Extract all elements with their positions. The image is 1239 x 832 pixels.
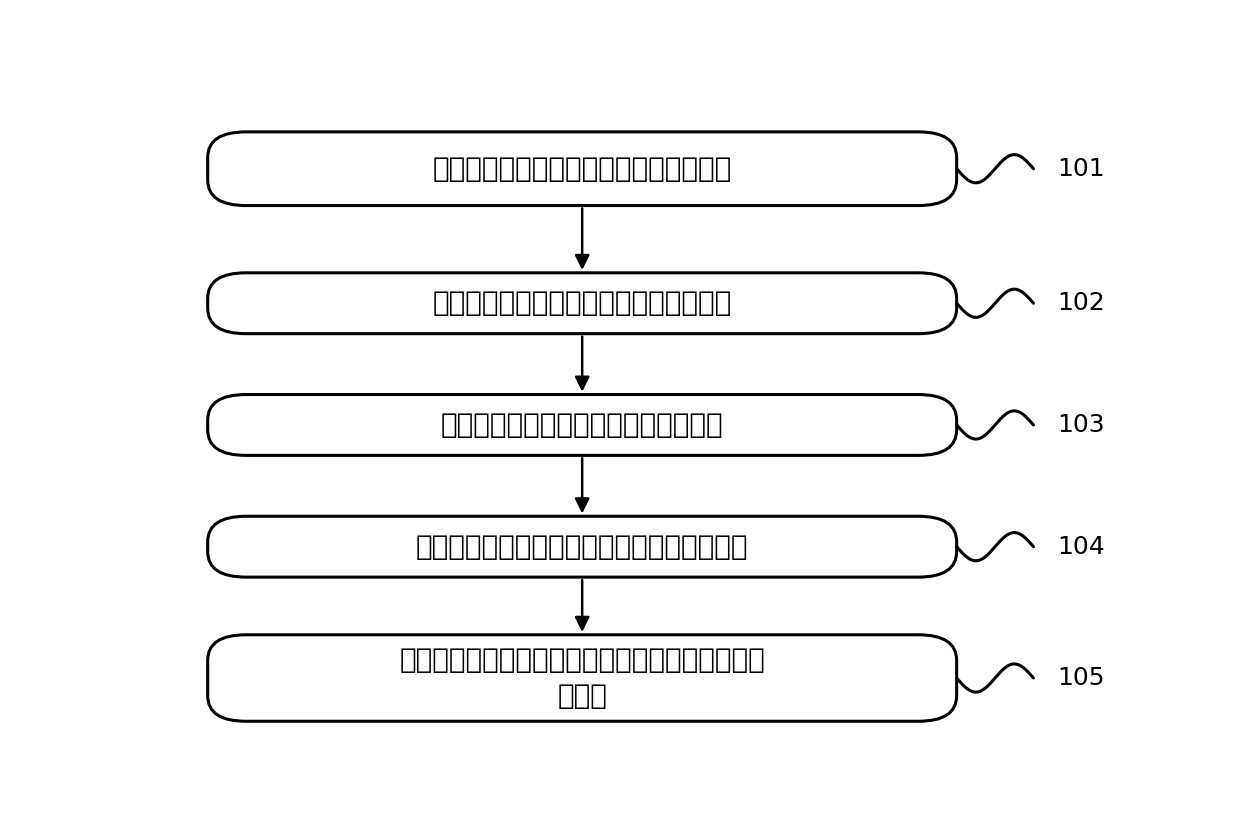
Text: 105: 105 (1058, 666, 1105, 690)
Text: 通过所述第一标记和所述第二标记确定对位点: 通过所述第一标记和所述第二标记确定对位点 (416, 532, 748, 561)
Text: 101: 101 (1058, 156, 1105, 181)
Text: 对所述弯折区进行标记，得到第二标记: 对所述弯折区进行标记，得到第二标记 (441, 411, 724, 439)
FancyBboxPatch shape (208, 516, 957, 577)
Text: 提供显示面板，所述显示面板包括弯折区: 提供显示面板，所述显示面板包括弯折区 (432, 155, 732, 183)
FancyBboxPatch shape (208, 635, 957, 721)
Text: 对所述显示面板进行标记，得到第一标记: 对所述显示面板进行标记，得到第一标记 (432, 290, 732, 317)
Text: 103: 103 (1058, 413, 1105, 437)
Text: 根据所述对位点将所述弯折区与所述显示面板进行
预对位: 根据所述对位点将所述弯折区与所述显示面板进行 预对位 (399, 646, 764, 711)
Text: 102: 102 (1058, 291, 1105, 315)
Text: 104: 104 (1058, 535, 1105, 558)
FancyBboxPatch shape (208, 132, 957, 206)
FancyBboxPatch shape (208, 273, 957, 334)
FancyBboxPatch shape (208, 394, 957, 455)
